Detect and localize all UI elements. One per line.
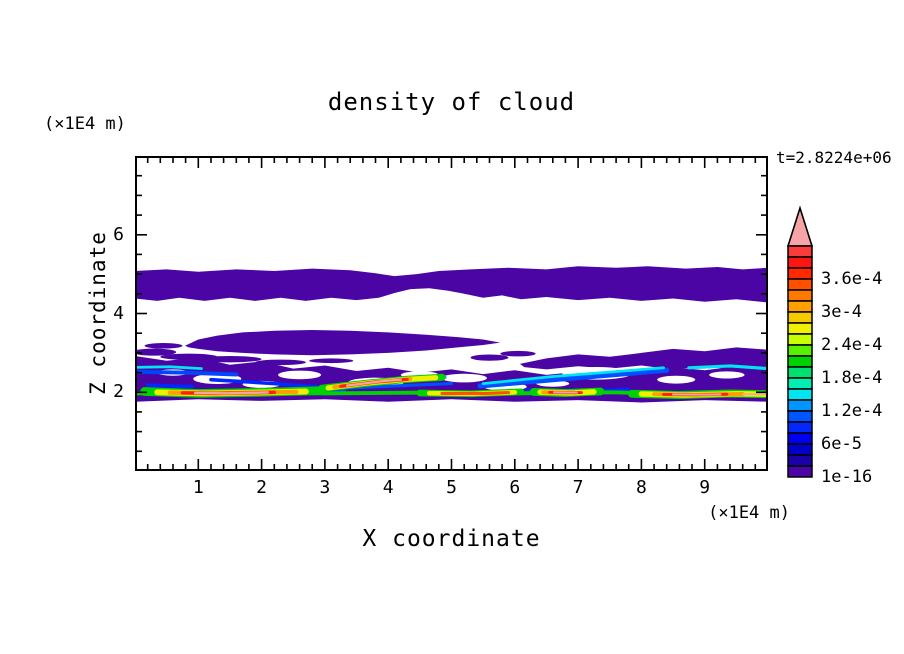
- colorbar-tick-label: 1.8e-4: [821, 368, 883, 388]
- x-tick-label: 4: [382, 477, 394, 498]
- colorbar-segment: [787, 300, 813, 313]
- cloud-gap: [657, 375, 696, 384]
- x-tick-label: 3: [319, 477, 331, 498]
- cloud-blob: [500, 350, 536, 357]
- axes-ticks: [137, 158, 766, 469]
- x-tick-label: 7: [572, 477, 584, 498]
- y-axis-unit-label: (×1E4 m): [44, 114, 126, 134]
- colorbar-segment: [787, 388, 813, 401]
- x-tick-label: 2: [256, 477, 268, 498]
- cloud-gap: [709, 371, 745, 379]
- contour-streak: [135, 365, 203, 370]
- upper-cloud-band: [135, 266, 768, 303]
- cloud-blob: [135, 348, 177, 356]
- colorbar-tick-label: 3e-4: [821, 302, 862, 322]
- colorbar-segment: [787, 410, 813, 423]
- contour-streak: [481, 366, 665, 385]
- contour-streak: [345, 378, 403, 387]
- colorbar-overflow-arrow: [786, 205, 814, 247]
- colorbar-segment: [787, 432, 813, 445]
- colorbar-tick-label: 6e-5: [821, 434, 862, 454]
- time-annotation: t=2.8224e+06: [776, 148, 892, 167]
- colorbar-segment: [787, 245, 813, 258]
- colorbar-segment: [787, 421, 813, 434]
- x-tick-label: 9: [699, 477, 711, 498]
- colorbar-segment: [787, 333, 813, 346]
- colorbar-segment: [787, 377, 813, 390]
- colorbar-segment: [787, 465, 813, 478]
- contour-streak: [477, 367, 670, 389]
- colorbar-segment: [787, 256, 813, 269]
- colorbar-tick-label: 3.6e-4: [821, 269, 883, 289]
- contour-plot-area: [135, 156, 768, 471]
- contour-streak: [135, 369, 239, 377]
- colorbar-segment: [787, 355, 813, 368]
- x-tick-label: 6: [509, 477, 521, 498]
- x-tick-label: 8: [635, 477, 647, 498]
- mid-cloud-lens: [185, 330, 501, 356]
- colorbar-tick-label: 2.4e-4: [821, 335, 883, 355]
- contour-streak: [440, 391, 511, 396]
- x-axis-title: X coordinate: [362, 526, 541, 552]
- chart-title: density of cloud: [327, 88, 576, 116]
- cloud-blob: [309, 358, 354, 364]
- contour-streak: [193, 391, 270, 395]
- plot-frame: [135, 156, 768, 471]
- y-tick-label: 2: [113, 381, 124, 403]
- x-tick-label: 1: [192, 477, 204, 498]
- x-axis-unit-label: (×1E4 m): [708, 503, 790, 523]
- colorbar-tick-label: 1e-16: [821, 467, 873, 487]
- contour-streak: [687, 364, 768, 371]
- cloud-blob: [470, 354, 509, 361]
- colorbar-segment: [787, 322, 813, 335]
- colorbar: [786, 205, 814, 478]
- colorbar-segment: [787, 344, 813, 357]
- y-tick-label: 6: [113, 223, 124, 245]
- x-tick-label: 5: [446, 477, 457, 498]
- colorbar-tick-label: 1.2e-4: [821, 401, 883, 421]
- colorbar-segment: [787, 454, 813, 467]
- colorbar-segment: [787, 289, 813, 302]
- cloud-blob: [198, 356, 262, 363]
- cloud-blob: [144, 343, 183, 349]
- cloud-gap: [278, 370, 322, 380]
- colorbar-segment: [787, 366, 813, 379]
- colorbar-segment: [787, 267, 813, 280]
- colorbar-segment: [787, 278, 813, 291]
- y-tick-label: 4: [113, 302, 124, 324]
- colorbar-segment: [787, 443, 813, 456]
- mid-cloud-right: [519, 347, 768, 371]
- cloud-gap: [441, 373, 487, 383]
- colorbar-segment: [787, 399, 813, 412]
- contour-streak: [145, 383, 194, 389]
- colorbar-segment: [787, 311, 813, 324]
- cloud-blob: [255, 359, 306, 366]
